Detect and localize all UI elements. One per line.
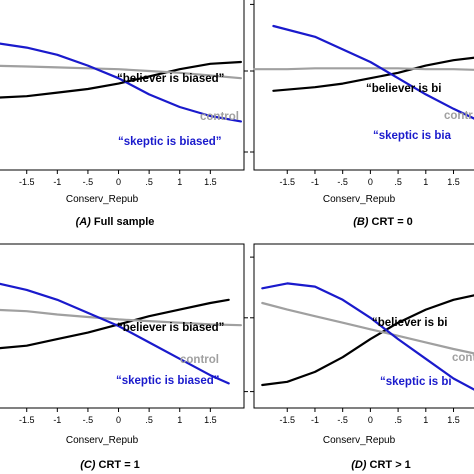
panel-b-x-tick-label: 0 bbox=[368, 177, 373, 187]
panel-c-x-tick-label: -.5 bbox=[83, 415, 94, 425]
panel-c-caption: (C) CRT = 1 bbox=[80, 459, 140, 471]
panel-a-label-believer: “believer is biased” bbox=[117, 73, 224, 85]
panel-d-label-control: contr bbox=[452, 352, 474, 364]
panel-a-x-tick-label: 1 bbox=[177, 177, 182, 187]
panel-b-crt-0: -1.5 -1 -.5 0 .5 1 1.5 “believer is bi contr “… bbox=[250, 0, 474, 228]
panel-d-skeptic-line bbox=[261, 282, 474, 391]
panel-b-control-line bbox=[252, 67, 474, 71]
panel-c-x-tick-label: .5 bbox=[145, 415, 153, 425]
panel-a-x-tick-label: -.5 bbox=[83, 177, 94, 187]
panel-a-label-skeptic: “skeptic is biased” bbox=[118, 136, 222, 148]
panel-d-x-tick-label: 0 bbox=[368, 415, 373, 425]
panel-d-crt-gt-1: -1.5 -1 -.5 0 .5 1 1.5 “believer is bi contr “… bbox=[250, 243, 474, 471]
panel-b-label-believer: “believer is bi bbox=[366, 83, 441, 95]
panel-a-x-tick-label: 1.5 bbox=[204, 177, 217, 187]
panel-b-skeptic-line bbox=[272, 24, 474, 120]
panel-c-label-believer: “believer is biased” bbox=[117, 322, 224, 334]
panel-c-skeptic-line bbox=[0, 282, 230, 385]
panel-b-label-control: contr bbox=[444, 110, 473, 122]
panel-c-plot-frame bbox=[0, 243, 245, 409]
panel-d-label-skeptic: “skeptic is bi bbox=[380, 376, 452, 388]
panel-d-x-tick-label: 1.5 bbox=[447, 415, 460, 425]
panel-a-control-line bbox=[0, 64, 242, 80]
panel-a-caption: (A) Full sample bbox=[76, 216, 155, 228]
panel-c-control-line bbox=[0, 308, 242, 327]
panel-d-control-line bbox=[261, 301, 474, 355]
panel-d-label-believer: “believer is bi bbox=[372, 317, 447, 329]
panel-c-x-tick-label: 1.5 bbox=[204, 415, 217, 425]
panel-b-caption: (B) CRT = 0 bbox=[353, 216, 413, 228]
panel-b-x-tick-label: -1.5 bbox=[279, 177, 295, 187]
panel-b-plot-frame bbox=[253, 0, 474, 171]
panel-a-full-sample: -1.5 -1 -.5 0 .5 1 1.5 “believer is biased” co… bbox=[0, 0, 248, 228]
panel-c-x-tick-label: -1.5 bbox=[19, 415, 35, 425]
panel-a-x-tick-label: 0 bbox=[116, 177, 121, 187]
panel-d-x-tick-label: -1 bbox=[311, 415, 319, 425]
panel-c-x-axis-label: Conserv_Repub bbox=[66, 435, 139, 446]
panel-a-x-tick-label: -1 bbox=[53, 177, 61, 187]
panel-d-x-axis-label: Conserv_Repub bbox=[323, 435, 396, 446]
panel-c-x-tick-label: 1 bbox=[177, 415, 182, 425]
panel-c-label-skeptic: “skeptic is biased” bbox=[116, 375, 220, 387]
panel-d-plot-frame bbox=[253, 243, 474, 409]
panel-c-believer-line bbox=[0, 298, 230, 350]
panel-a-plot-frame bbox=[0, 0, 245, 171]
panel-c-x-tick-label: 0 bbox=[116, 415, 121, 425]
panel-b-x-tick-label: .5 bbox=[394, 177, 402, 187]
panel-d-x-tick-label: -1.5 bbox=[279, 415, 295, 425]
panel-b-believer-line bbox=[272, 56, 474, 92]
panel-c-x-tick-label: -1 bbox=[53, 415, 61, 425]
panel-b-x-tick-label: 1 bbox=[423, 177, 428, 187]
panel-b-x-tick-label: -.5 bbox=[337, 177, 348, 187]
panel-d-x-tick-label: -.5 bbox=[337, 415, 348, 425]
panel-a-skeptic-line bbox=[0, 42, 242, 123]
panel-b-x-tick-label: -1 bbox=[311, 177, 319, 187]
panel-d-x-tick-label: 1 bbox=[423, 415, 428, 425]
panel-a-x-axis-label: Conserv_Repub bbox=[66, 194, 139, 205]
panel-b-x-axis-label: Conserv_Repub bbox=[323, 194, 396, 205]
panel-a-x-tick-label: -1.5 bbox=[19, 177, 35, 187]
panel-d-caption: (D) CRT > 1 bbox=[351, 459, 411, 471]
panel-d-believer-line bbox=[261, 294, 474, 387]
panel-a-x-tick-label: .5 bbox=[145, 177, 153, 187]
panel-c-crt-1: -1.5 -1 -.5 0 .5 1 1.5 “believer is biased” co… bbox=[0, 243, 248, 471]
panel-b-x-tick-label: 1.5 bbox=[447, 177, 460, 187]
panel-c-label-control: control bbox=[180, 354, 219, 366]
panel-a-believer-line bbox=[0, 60, 242, 99]
panel-b-label-skeptic: “skeptic is bia bbox=[373, 130, 452, 142]
panel-a-label-control: control bbox=[200, 111, 239, 123]
panel-d-x-tick-label: .5 bbox=[394, 415, 402, 425]
